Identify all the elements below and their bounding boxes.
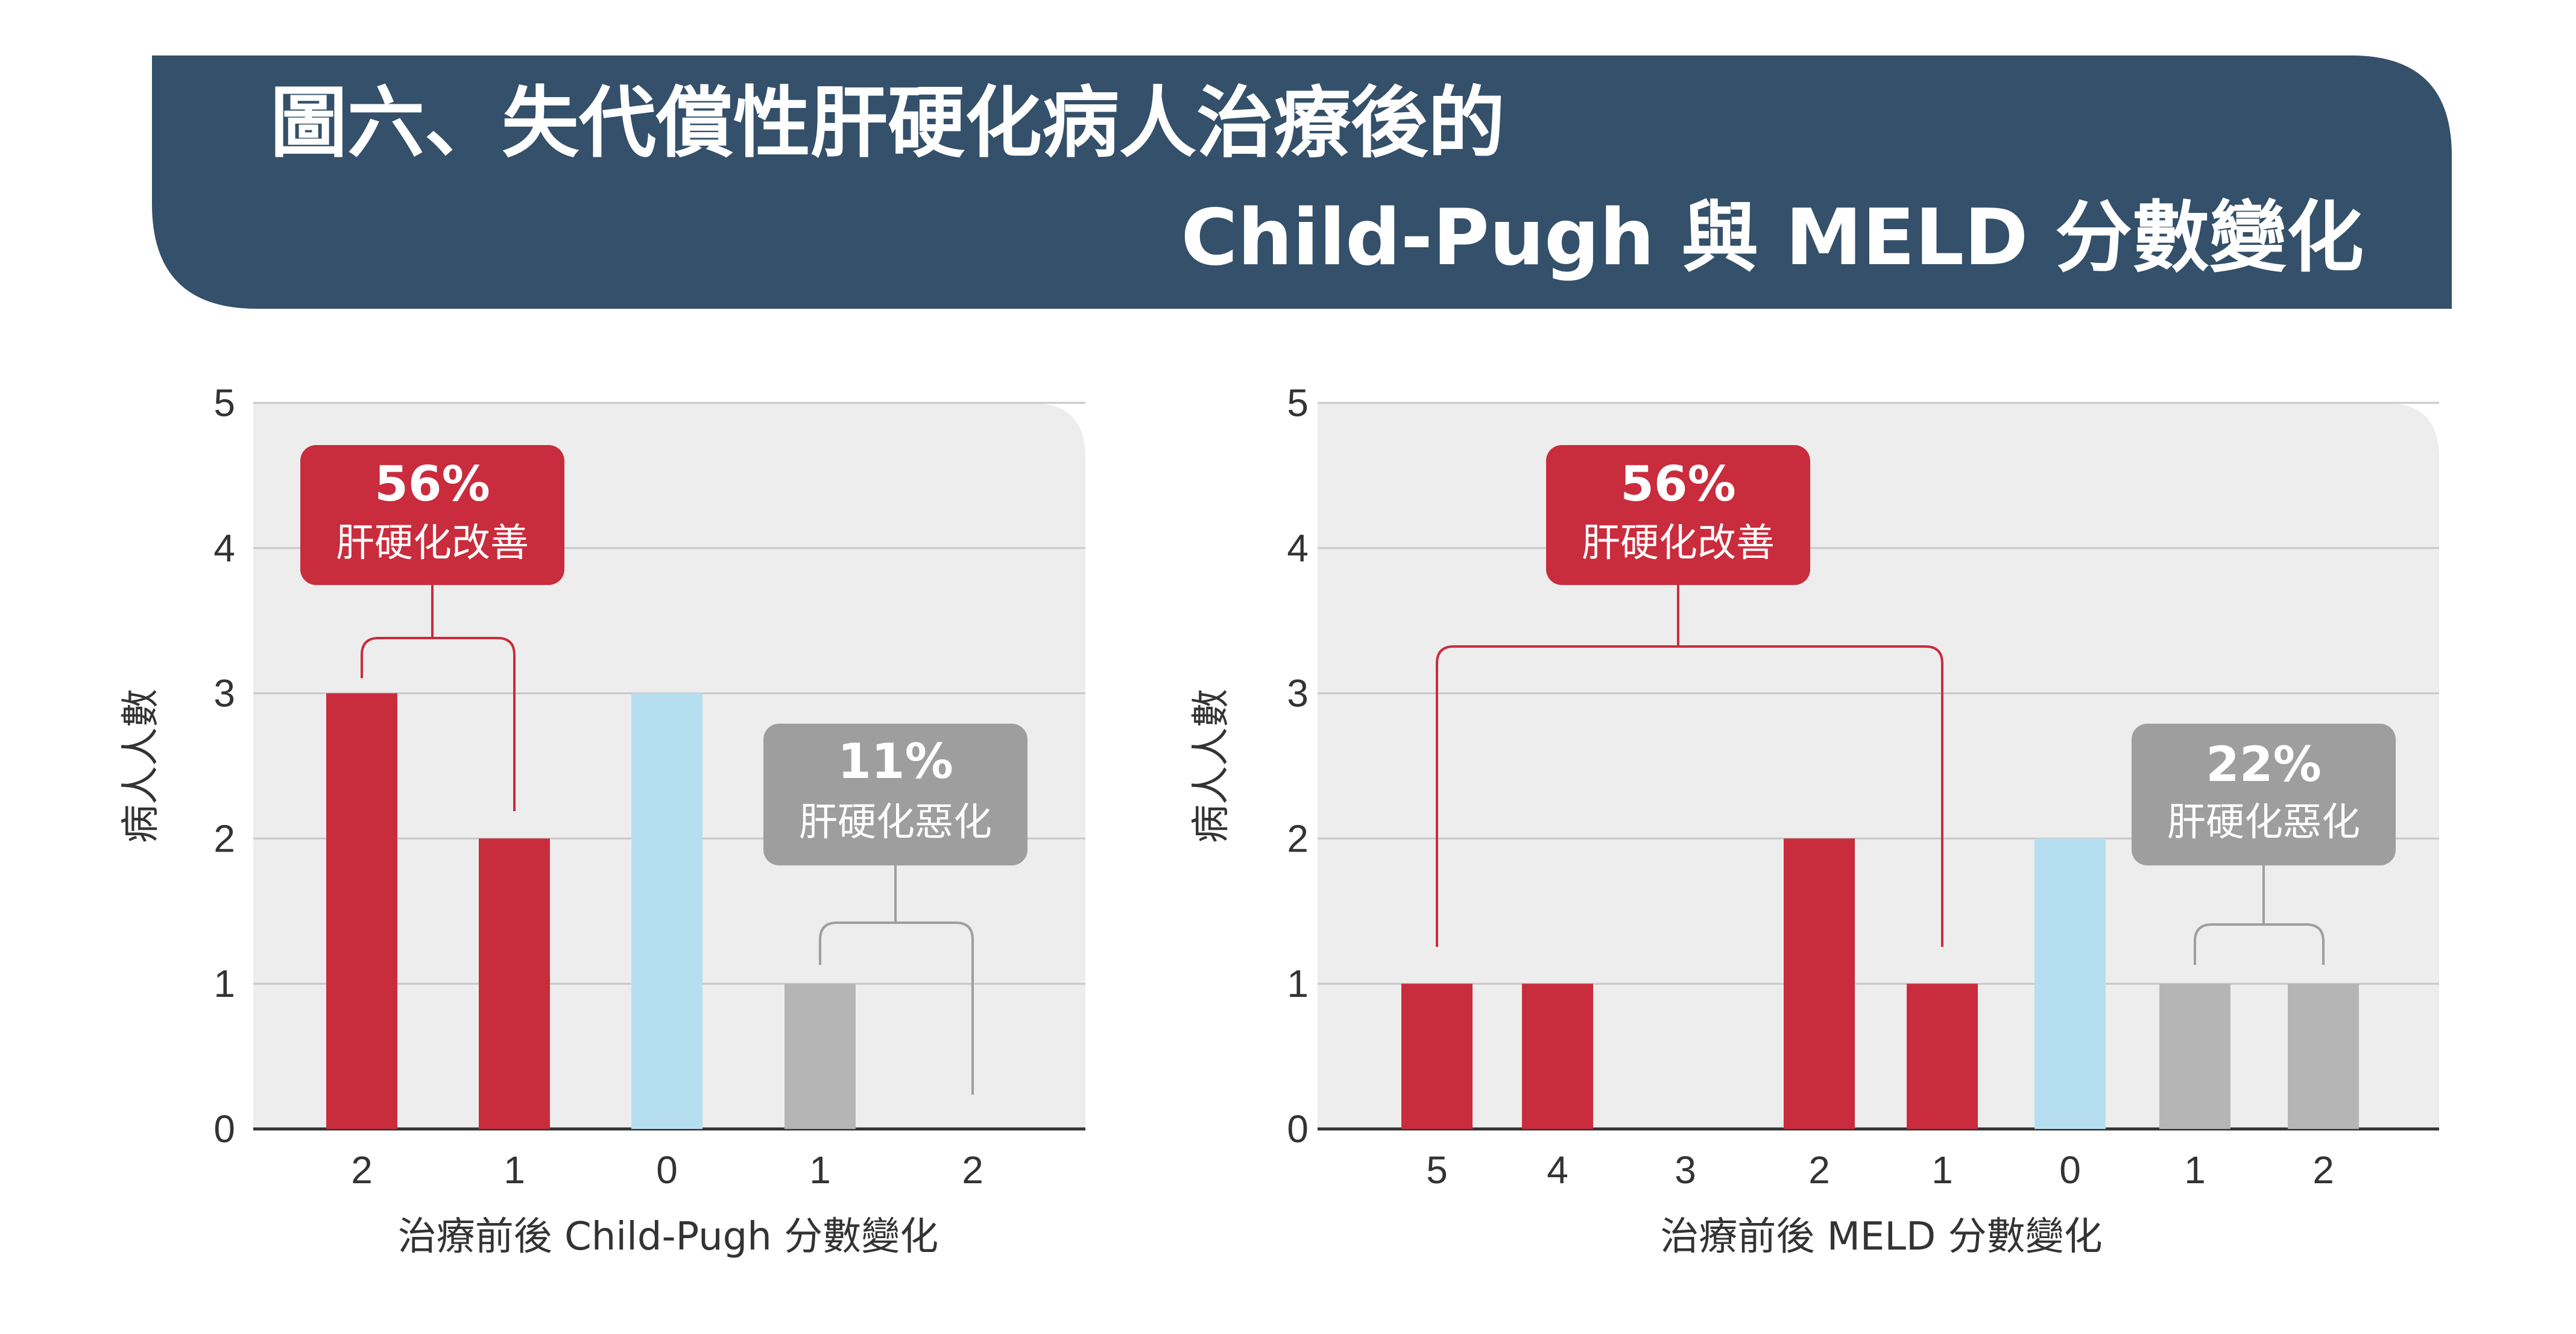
y-tick-label: 3	[213, 672, 235, 715]
callout-percent: 56%	[1620, 456, 1735, 512]
callout-percent: 22%	[2206, 736, 2321, 792]
x-tick-label: 3	[1675, 1148, 1696, 1192]
callout-box-improve	[1546, 445, 1810, 585]
x-tick-label: 1	[1931, 1148, 1953, 1192]
y-tick-label: 5	[1287, 381, 1309, 425]
y-axis-title: 病人人數	[1189, 689, 1234, 843]
title-line-2: Child-Pugh 與 MELD 分數變化	[1181, 193, 2364, 283]
callout-label: 肝硬化改善	[336, 521, 529, 566]
y-tick-label: 3	[1287, 672, 1309, 715]
bar-worsen	[784, 984, 856, 1129]
bar-improve	[1401, 984, 1473, 1129]
x-tick-label: 1	[504, 1148, 525, 1192]
bar-improve	[479, 838, 550, 1129]
x-tick-label: 4	[1547, 1148, 1568, 1192]
callout-label: 肝硬化惡化	[799, 800, 992, 845]
callout-box-improve	[300, 445, 564, 585]
title-banner: 圖六、失代償性肝硬化病人治療後的 Child-Pugh 與 MELD 分數變化	[152, 55, 2452, 309]
bracket-improve	[1436, 645, 1943, 947]
bar-unchanged	[631, 693, 702, 1129]
x-tick-label: 1	[2184, 1148, 2206, 1192]
bar-worsen	[2288, 984, 2359, 1129]
x-tick-label: 5	[1426, 1148, 1448, 1192]
callout-box-worsen	[763, 724, 1028, 865]
bracket-improve	[361, 637, 516, 811]
callout-percent: 56%	[374, 456, 490, 512]
bar-improve	[1907, 984, 1978, 1129]
callout-box-worsen	[2132, 724, 2396, 865]
x-tick-label: 2	[1808, 1148, 1830, 1192]
y-tick-label: 0	[213, 1107, 235, 1151]
y-tick-label: 1	[1287, 962, 1309, 1005]
bracket-worsen	[2194, 923, 2325, 965]
x-tick-label: 2	[351, 1148, 373, 1192]
y-tick-label: 2	[213, 817, 235, 860]
x-tick-label: 0	[656, 1148, 678, 1192]
y-tick-label: 4	[213, 526, 235, 570]
y-tick-label: 1	[213, 962, 235, 1005]
x-axis-title: 治療前後 Child-Pugh 分數變化	[398, 1215, 938, 1259]
y-tick-label: 0	[1287, 1107, 1309, 1151]
x-tick-label: 2	[2312, 1148, 2334, 1192]
bar-improve	[1784, 838, 1855, 1129]
x-axis-title: 治療前後 MELD 分數變化	[1660, 1215, 2102, 1259]
y-axis-title: 病人人數	[119, 689, 163, 843]
x-tick-label: 2	[962, 1148, 983, 1192]
callout-percent: 11%	[838, 733, 953, 789]
callout-label: 肝硬化改善	[1582, 521, 1775, 566]
bar-improve	[1522, 984, 1593, 1129]
y-tick-label: 4	[1287, 526, 1309, 570]
x-tick-label: 0	[2059, 1148, 2081, 1192]
x-tick-label: 1	[809, 1148, 831, 1192]
bar-unchanged	[2035, 838, 2106, 1129]
bar-improve	[326, 693, 397, 1129]
y-tick-label: 2	[1287, 817, 1309, 860]
y-tick-label: 5	[213, 381, 235, 425]
title-banner-shape	[152, 55, 2452, 309]
title-line-1: 圖六、失代償性肝硬化病人治療後的	[270, 78, 1505, 168]
bar-worsen	[2159, 984, 2230, 1129]
callout-label: 肝硬化惡化	[2167, 800, 2360, 845]
